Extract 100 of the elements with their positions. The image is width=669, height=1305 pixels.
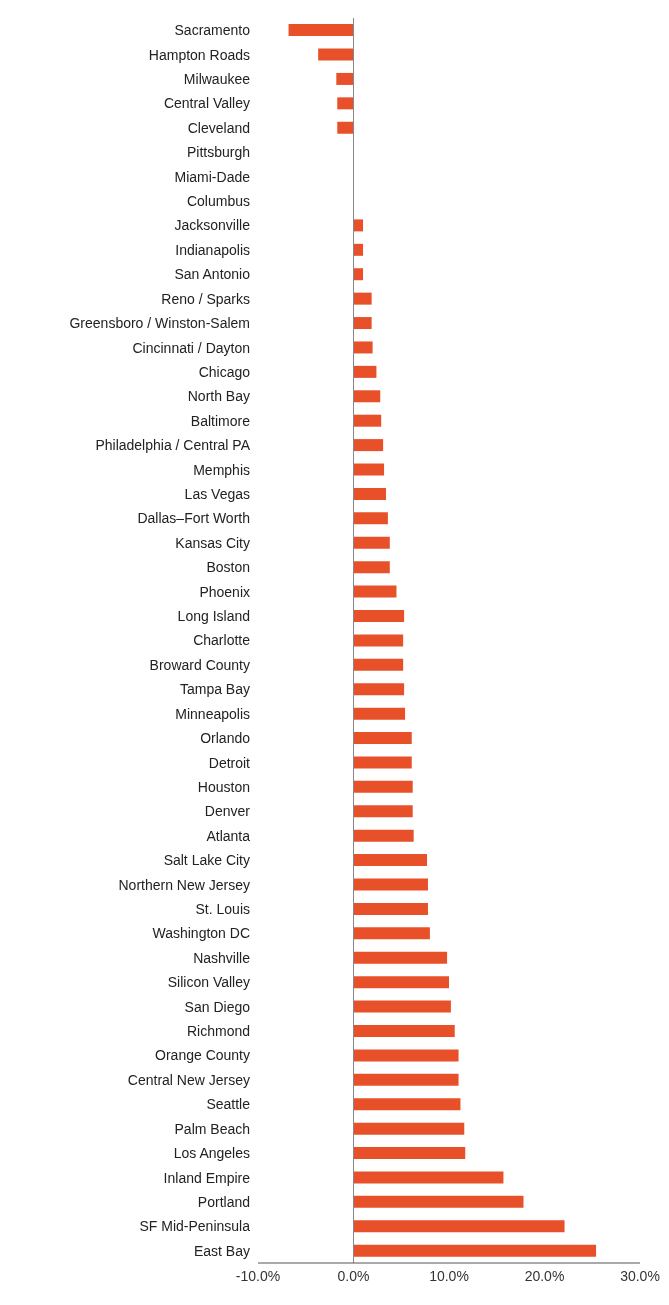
bar xyxy=(353,902,428,915)
y-tick-label: East Bay xyxy=(193,1242,250,1259)
bar xyxy=(353,878,428,891)
bar xyxy=(353,609,405,622)
y-tick-label: Houston xyxy=(197,778,250,795)
bar xyxy=(353,585,397,598)
bar xyxy=(353,243,364,256)
y-tick-label: Greensboro / Winston-Salem xyxy=(69,315,250,332)
bar xyxy=(353,512,388,525)
bar xyxy=(353,1049,459,1062)
y-tick-label: Orlando xyxy=(200,730,251,747)
y-tick-label: Denver xyxy=(204,803,251,820)
bar xyxy=(353,854,428,867)
bar xyxy=(336,72,354,85)
bar xyxy=(353,414,382,427)
y-tick-label: Washington DC xyxy=(152,925,250,942)
y-tick-label: Kansas City xyxy=(175,534,250,551)
y-tick-label: Inland Empire xyxy=(163,1169,251,1186)
bar xyxy=(353,561,390,574)
y-tick-label: Cincinnati / Dayton xyxy=(132,339,250,356)
bar xyxy=(353,390,381,403)
y-tick-label: Silicon Valley xyxy=(167,974,250,991)
bar xyxy=(353,1244,597,1257)
y-tick-label: Central New Jersey xyxy=(127,1071,250,1088)
y-tick-label: Memphis xyxy=(193,461,250,478)
y-tick-label: Boston xyxy=(206,559,250,576)
bar xyxy=(353,317,372,330)
bar xyxy=(353,683,405,696)
y-tick-label: Los Angeles xyxy=(173,1145,250,1162)
y-tick-label: Pittsburgh xyxy=(186,144,250,161)
bar xyxy=(353,219,364,232)
bar xyxy=(353,780,413,793)
bar xyxy=(353,927,430,940)
bar xyxy=(353,341,373,354)
y-tick-label: SF Mid-Peninsula xyxy=(139,1218,251,1235)
y-tick-label: Portland xyxy=(197,1193,250,1210)
bar xyxy=(353,1122,465,1135)
bar xyxy=(353,365,377,378)
bar xyxy=(337,97,354,110)
bar xyxy=(353,1147,466,1160)
bar xyxy=(353,292,372,305)
y-tick-label: Palm Beach xyxy=(174,1120,250,1137)
bar xyxy=(353,439,384,452)
y-tick-label: Indianapolis xyxy=(175,241,250,258)
bar xyxy=(353,1073,459,1086)
y-tick-label: Las Vegas xyxy=(184,486,250,502)
bar xyxy=(337,121,354,134)
bar xyxy=(353,976,449,989)
bar xyxy=(288,24,354,37)
bar xyxy=(353,1220,565,1233)
y-tick-label: Columbus xyxy=(186,193,250,210)
y-tick-label: Long Island xyxy=(177,608,250,625)
y-tick-label: Dallas–Fort Worth xyxy=(137,510,250,527)
y-tick-label: San Diego xyxy=(184,998,251,1015)
bar xyxy=(353,268,364,281)
bar xyxy=(353,1098,461,1111)
y-tick-label: St. Louis xyxy=(195,901,250,917)
y-tick-label: Seattle xyxy=(206,1096,251,1113)
y-tick-label: Northern New Jersey xyxy=(118,876,250,893)
y-tick-label: Baltimore xyxy=(190,412,251,429)
y-tick-label: Minneapolis xyxy=(175,705,250,722)
y-tick-label: Jacksonville xyxy=(174,217,251,234)
y-tick-label: Orange County xyxy=(155,1047,250,1064)
bar xyxy=(318,48,354,61)
y-tick-label: Milwaukee xyxy=(183,71,251,87)
bar xyxy=(353,805,413,818)
bar xyxy=(353,536,390,549)
bar xyxy=(353,756,412,769)
x-tick-label: 20.0% xyxy=(524,1267,565,1284)
y-tick-label: Miami-Dade xyxy=(174,168,251,185)
y-tick-label: Hampton Roads xyxy=(148,46,250,63)
y-tick-label: Charlotte xyxy=(193,632,251,649)
bar xyxy=(353,1195,524,1208)
y-tick-label: Detroit xyxy=(208,754,251,771)
bar xyxy=(353,1171,504,1184)
bar xyxy=(353,707,406,720)
bar xyxy=(353,829,414,842)
y-tick-label: Cleveland xyxy=(187,119,250,136)
bar xyxy=(353,487,386,500)
y-tick-label: North Bay xyxy=(187,388,250,405)
bar xyxy=(353,951,448,964)
y-tick-label: Salt Lake City xyxy=(163,852,250,869)
y-tick-label: Tampa Bay xyxy=(179,681,250,698)
x-tick-label: -10.0% xyxy=(235,1267,281,1284)
bar xyxy=(353,732,412,745)
y-tick-label: Chicago xyxy=(198,363,251,380)
bar xyxy=(353,463,385,476)
y-tick-label: Nashville xyxy=(193,949,251,966)
bar xyxy=(353,658,404,671)
x-tick-label: 0.0% xyxy=(337,1267,370,1284)
y-tick-label: Reno / Sparks xyxy=(161,290,250,307)
bar xyxy=(353,634,404,647)
y-tick-label: Philadelphia / Central PA xyxy=(95,437,251,454)
y-tick-label: Broward County xyxy=(149,656,250,673)
x-tick-label: 10.0% xyxy=(429,1267,469,1284)
y-tick-label: Central Valley xyxy=(163,95,250,112)
x-tick-label: 30.0% xyxy=(620,1267,660,1284)
y-tick-label: Atlanta xyxy=(206,827,251,844)
y-tick-label: Richmond xyxy=(186,1023,250,1040)
bar xyxy=(353,1024,455,1037)
